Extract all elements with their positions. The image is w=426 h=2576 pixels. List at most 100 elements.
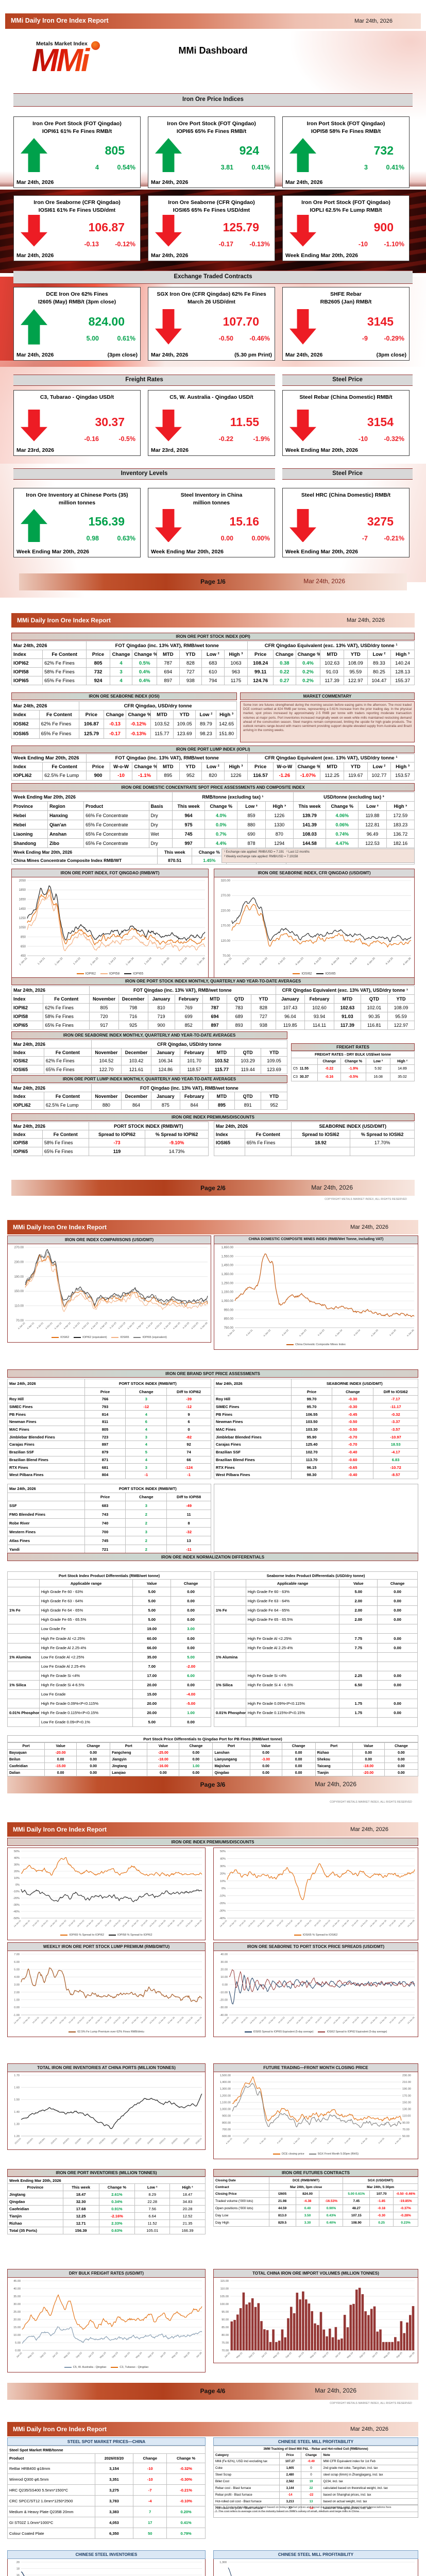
- svg-text:14-Apr-23: 14-Apr-23: [94, 2016, 103, 2025]
- svg-text:14-Oct-21: 14-Oct-21: [40, 2016, 49, 2025]
- svg-text:4-Jul-21: 4-Jul-21: [242, 957, 250, 965]
- svg-text:20.00: 20.00: [220, 1969, 228, 1972]
- svg-text:4-Jul-25: 4-Jul-25: [385, 957, 394, 965]
- svg-text:14-Apr-24: 14-Apr-24: [131, 2016, 140, 2025]
- svg-text:70.00: 70.00: [223, 955, 231, 958]
- svg-text:1,200.00: 1,200.00: [220, 2094, 231, 2097]
- svg-text:4-Jul-25: 4-Jul-25: [378, 2137, 385, 2144]
- svg-text:4.00: 4.00: [14, 1976, 20, 1979]
- svg-text:Sep-25: Sep-25: [396, 2351, 403, 2359]
- svg-text:14-Jul-21: 14-Jul-21: [31, 2016, 40, 2024]
- svg-text:450: 450: [21, 955, 26, 958]
- svg-text:4-Jul-22: 4-Jul-22: [73, 1321, 80, 1329]
- svg-text:May-21: May-21: [27, 2351, 35, 2359]
- svg-text:Jan-26: Jan-26: [195, 2351, 202, 2359]
- svg-text:14-Jan-22: 14-Jan-22: [49, 2016, 58, 2025]
- svg-text:95.00: 95.00: [221, 2311, 229, 2314]
- svg-text:14-Jan-26: 14-Jan-26: [194, 1919, 202, 1928]
- svg-text:45.00: 45.00: [13, 2280, 21, 2283]
- svg-text:1-Jan-21: 1-Jan-21: [19, 957, 28, 966]
- svg-text:14-Jul-24: 14-Jul-24: [140, 2016, 148, 2024]
- svg-text:May-23: May-23: [99, 2351, 106, 2359]
- svg-text:4-Jul-22: 4-Jul-22: [278, 957, 286, 965]
- svg-text:85.00: 85.00: [221, 2326, 229, 2329]
- svg-text:14-Apr-25: 14-Apr-25: [167, 1919, 176, 1928]
- svg-text:1,000.00: 1,000.00: [220, 2108, 231, 2111]
- svg-text:2.00: 2.00: [14, 1991, 20, 1994]
- svg-text:4-Jul-25: 4-Jul-25: [389, 1329, 397, 1336]
- svg-text:-10%: -10%: [219, 1895, 226, 1898]
- svg-text:14-Oct-21: 14-Oct-21: [247, 1919, 256, 1928]
- svg-text:1-Jan-25: 1-Jan-25: [161, 957, 170, 966]
- svg-text:2022/5/1: 2022/5/1: [62, 2137, 70, 2145]
- svg-text:190.00: 190.00: [14, 1276, 24, 1279]
- svg-text:14-Apr-22: 14-Apr-22: [268, 2016, 277, 2025]
- svg-text:220.00: 220.00: [221, 909, 231, 912]
- svg-text:14-Apr-22: 14-Apr-22: [266, 1919, 275, 1928]
- svg-text:4-Jul-22: 4-Jul-22: [276, 2137, 283, 2144]
- svg-text:1-Jul-22: 1-Jul-22: [73, 957, 81, 965]
- svg-text:110.00: 110.00: [14, 1305, 24, 1308]
- svg-text:10%: 10%: [220, 1880, 226, 1883]
- svg-text:14-Jan-23: 14-Jan-23: [295, 2016, 304, 2025]
- svg-text:4-Apr-24: 4-Apr-24: [136, 1321, 144, 1330]
- svg-text:14-Jul-22: 14-Jul-22: [68, 2016, 76, 2024]
- svg-text:4-Apr-25: 4-Apr-25: [173, 1321, 181, 1330]
- svg-text:30%: 30%: [14, 1863, 20, 1867]
- svg-text:5.00: 5.00: [15, 2342, 21, 2345]
- svg-text:-40%: -40%: [13, 1910, 20, 1913]
- svg-text:14-Jan-26: 14-Jan-26: [406, 1919, 415, 1928]
- svg-text:120.00: 120.00: [221, 940, 231, 943]
- svg-text:40%: 40%: [14, 1857, 20, 1860]
- svg-text:14-Oct-25: 14-Oct-25: [185, 1919, 194, 1928]
- svg-text:40.00: 40.00: [13, 2287, 21, 2291]
- svg-text:2025/1/1: 2025/1/1: [159, 2137, 166, 2145]
- svg-text:20%: 20%: [220, 1872, 226, 1875]
- svg-text:2050: 2050: [19, 879, 26, 883]
- svg-text:1,450.00: 1,450.00: [221, 1264, 234, 1267]
- svg-text:14-Apr-24: 14-Apr-24: [131, 1919, 140, 1928]
- svg-text:1.70: 1.70: [14, 2074, 20, 2077]
- svg-text:Sep-24: Sep-24: [147, 2351, 155, 2359]
- svg-text:1,500.00: 1,500.00: [220, 2074, 231, 2077]
- svg-text:4-Jan-23: 4-Jan-23: [293, 2137, 300, 2145]
- svg-text:150.00: 150.00: [14, 1290, 24, 1293]
- svg-text:Sep-21: Sep-21: [248, 2351, 255, 2359]
- svg-text:14-Oct-22: 14-Oct-22: [76, 1919, 85, 1928]
- svg-text:600.00: 600.00: [222, 2135, 231, 2138]
- svg-text:14-Oct-22: 14-Oct-22: [285, 1919, 294, 1928]
- svg-text:1050: 1050: [19, 926, 26, 929]
- svg-text:1,300.00: 1,300.00: [220, 2088, 231, 2091]
- svg-text:150.00: 150.00: [402, 2101, 411, 2104]
- svg-text:50%: 50%: [14, 1850, 20, 1853]
- svg-text:-10%: -10%: [13, 1890, 20, 1893]
- svg-text:14-Apr-22: 14-Apr-22: [58, 2016, 67, 2025]
- svg-text:25.00: 25.00: [13, 2311, 21, 2314]
- svg-text:40%: 40%: [220, 1857, 226, 1860]
- svg-text:14-Jan-23: 14-Jan-23: [86, 1919, 94, 1928]
- svg-text:230.00: 230.00: [14, 1261, 24, 1264]
- svg-text:20%: 20%: [14, 1870, 20, 1873]
- svg-text:20.00: 20.00: [13, 2318, 21, 2321]
- svg-text:2022/9/1: 2022/9/1: [74, 2137, 82, 2145]
- svg-text:1-Jul-24: 1-Jul-24: [144, 957, 152, 965]
- svg-text:850: 850: [21, 936, 26, 939]
- svg-text:14-Jan-26: 14-Jan-26: [406, 2016, 415, 2025]
- svg-text:2024/9/1: 2024/9/1: [147, 2137, 155, 2145]
- svg-text:1.00: 1.00: [14, 1999, 20, 2002]
- svg-text:14-Apr-21: 14-Apr-21: [229, 1919, 237, 1928]
- svg-text:5.00: 5.00: [14, 1969, 20, 1972]
- svg-text:75.00: 75.00: [221, 2342, 229, 2345]
- svg-text:14-Jul-23: 14-Jul-23: [314, 2016, 322, 2024]
- svg-text:14-Apr-24: 14-Apr-24: [341, 1919, 350, 1928]
- svg-text:4-Jul-21: 4-Jul-21: [36, 1321, 44, 1329]
- svg-text:0.00: 0.00: [15, 2349, 21, 2352]
- svg-text:110.00: 110.00: [402, 2115, 411, 2118]
- svg-text:14-Jan-21: 14-Jan-21: [13, 1919, 22, 1928]
- svg-text:14-Apr-23: 14-Apr-23: [305, 2016, 314, 2025]
- svg-text:0%: 0%: [221, 1887, 226, 1890]
- svg-text:4-Jul-24: 4-Jul-24: [145, 1321, 153, 1329]
- svg-text:4-Jul-23: 4-Jul-23: [317, 1329, 325, 1336]
- svg-text:2023/9/1: 2023/9/1: [110, 2137, 118, 2145]
- svg-text:30.00: 30.00: [220, 1961, 228, 1964]
